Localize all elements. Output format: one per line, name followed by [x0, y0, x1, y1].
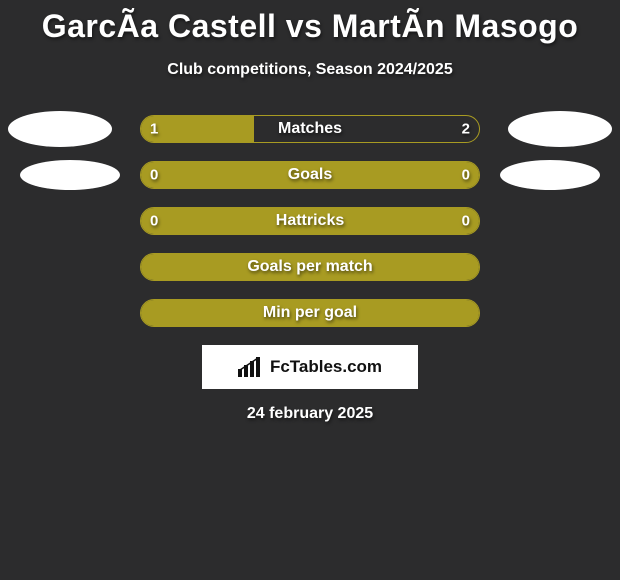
- stat-label: Hattricks: [276, 212, 344, 230]
- stat-row: Matches 1 2: [0, 115, 620, 143]
- page-subtitle: Club competitions, Season 2024/2025: [0, 61, 620, 79]
- stat-rows: Matches 1 2 Goals 0 0 Hattricks 0 0 Goals per mat…: [0, 115, 620, 327]
- bar-track: Matches: [140, 115, 480, 143]
- stat-label: Matches: [278, 120, 342, 138]
- stat-value-left: 0: [150, 213, 158, 230]
- avatar-right: [508, 111, 612, 147]
- bar-track: Min per goal: [140, 299, 480, 327]
- avatar-left: [8, 111, 112, 147]
- avatar-right: [500, 160, 600, 190]
- avatar-left: [20, 160, 120, 190]
- stat-value-right: 0: [462, 167, 470, 184]
- stat-row: Goals 0 0: [0, 161, 620, 189]
- logo: FcTables.com: [238, 357, 382, 377]
- date-label: 24 february 2025: [0, 405, 620, 423]
- stat-value-left: 0: [150, 167, 158, 184]
- stat-label: Goals per match: [247, 258, 372, 276]
- stats-card: GarcÃ­a Castell vs MartÃ­n Masogo Club c…: [0, 0, 620, 580]
- chart-icon: [238, 357, 266, 377]
- stat-row: Min per goal: [0, 299, 620, 327]
- stat-label: Goals: [288, 166, 332, 184]
- bar-track: Goals per match: [140, 253, 480, 281]
- page-title: GarcÃ­a Castell vs MartÃ­n Masogo: [0, 0, 620, 45]
- logo-box: FcTables.com: [202, 345, 418, 389]
- stat-row: Goals per match: [0, 253, 620, 281]
- bar-track: Hattricks: [140, 207, 480, 235]
- stat-row: Hattricks 0 0: [0, 207, 620, 235]
- bar-track: Goals: [140, 161, 480, 189]
- stat-value-right: 2: [462, 121, 470, 138]
- stat-value-right: 0: [462, 213, 470, 230]
- stat-value-left: 1: [150, 121, 158, 138]
- stat-label: Min per goal: [263, 304, 357, 322]
- logo-text: FcTables.com: [270, 357, 382, 377]
